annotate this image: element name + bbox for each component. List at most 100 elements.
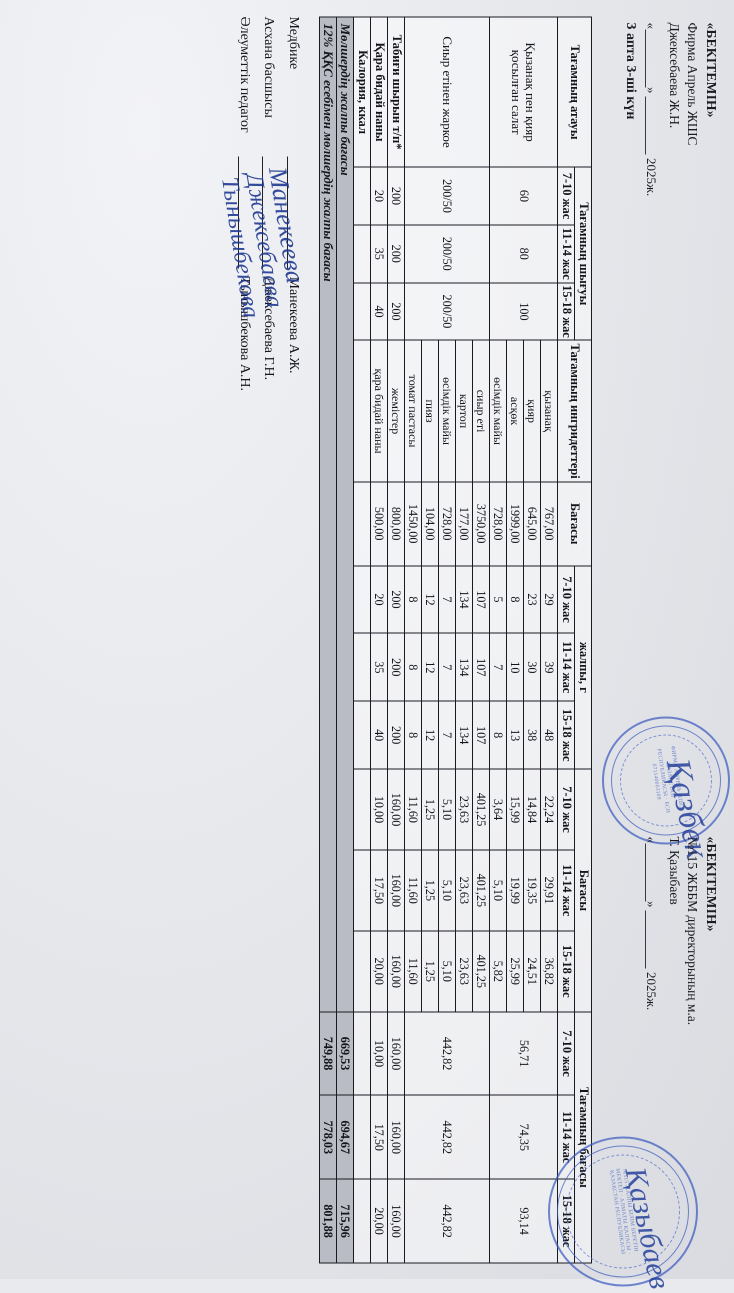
ingredient-name: өсімдік майы [438,339,456,482]
ingredient-unit-price: 1999,00 [506,481,524,566]
ingredient-weight-7-10: 5 [489,565,507,633]
ingredient-name: қызанақ [540,339,558,482]
ingredient-price-15-18: 25,99 [506,930,524,1012]
ingredient-price-11-14: 11,60 [404,849,422,931]
ingredient-unit-price: 104,00 [421,481,439,566]
th-out-11-14: 11-14 жас [557,224,575,283]
extra-output-11-14: 200 [387,224,405,283]
calorie-row-cell [353,481,371,566]
th-out-15-18: 15-18 жас [557,282,575,340]
ingredient-price-7-10: 11,60 [404,768,422,850]
extra-total-7-10: 10,00 [370,1011,388,1095]
summary-total-7-10: 669,53 [336,1011,354,1095]
week-day-label: 3 апта 3-ші күн [623,22,639,119]
extra-row-label: Табиғи шырын т/п* [387,16,405,167]
ingredient-price-11-14: 5,10 [489,849,507,931]
footer-row-nurse: Медбике Манекеева А.Ж. [281,16,306,1263]
footer-name-canteen-head: Джексебаева Г.Н. [261,276,277,380]
extra-total-15-18: 20,00 [370,1178,388,1263]
ingredient-weight-15-18: 134 [455,700,473,769]
extra-total-11-14: 17,50 [370,1094,388,1179]
ingredient-price-11-14: 19,99 [506,849,524,931]
date-year-left: 2025ж. [644,157,660,196]
ingredient-unit-price: 3750,00 [472,481,490,566]
signature-footer: Манекеева Джексебаева Тынышбекова Медбик… [216,16,310,1263]
ingredient-name: сиыр еті [472,339,490,482]
ingredient-weight-7-10: 7 [438,565,456,633]
footer-signature-line-3 [238,156,252,268]
calorie-row-cell [353,224,371,283]
table-row: Табиғи шырын т/п* 200 200 200 жемістер 800,00… [387,16,405,1263]
summary-total-11-14: 694,67 [336,1094,354,1179]
table-row: Қара бидай наны 20 35 40 қара бидай наны 500,… [370,16,388,1263]
summary-total-15-18: 801,88 [319,1178,337,1263]
th-dish-price: Тағамның бағасы [574,1011,592,1263]
footer-role-nurse: Медбике [286,16,301,69]
ingredient-unit-price: 177,00 [455,481,473,566]
calorie-row-cell [353,632,371,701]
table-row: Қызанақ пен қияр қосылған салат 60 80 100 қы… [489,16,558,1263]
extra-weight-7-10: 20 [370,565,388,633]
ingredient-name: өсімдік майы [489,339,507,482]
company-director-name: Джексебаева Ж.Н. [666,22,682,128]
th-p-7-10: 7-10 жас [557,768,575,850]
dish-total-15-18: 93,14 [489,1178,558,1263]
table-row: Сиыр етінен жаркое 200/50 200/50 200/50 сиыр… [404,16,490,1263]
date-line-left: «» 2025ж. [644,22,660,196]
ingredient-weight-11-14: 7 [438,632,456,701]
date-month-blank-right [645,910,659,969]
th-p-15-18: 15-18 жас [557,930,575,1012]
extra-price-15-18: 20,00 [370,930,388,1012]
ingredient-weight-15-18: 38 [523,700,541,769]
extra-output-15-18: 200 [387,282,405,340]
ingredient-weight-15-18: 8 [404,700,422,769]
table-header-row-1: Тағамның атауы Тағамның шығуы Тағамның и… [557,16,592,1263]
th-dish-output: Тағамның шығуы [574,166,592,340]
th-t-11-14: 11-14 жас [557,1094,575,1179]
summary-row-label: 12% ҚҚС есебімен мөлшердің жалпы бағасы [319,16,337,1012]
extra-output-7-10: 200 [387,166,405,225]
header-right-block: «БЕКІТЕМІН» №115 ЖББМ директорының м.а. … [642,836,720,1166]
footer-name-nurse: Манекеева А.Ж. [286,276,301,374]
th-w-15-18: 15-18 жас [557,700,575,769]
th-out-7-10: 7-10 жас [557,166,575,225]
summary-total-15-18: 715,96 [336,1178,354,1263]
table-header-row-2: 7-10 жас 11-14 жас 15-18 жас 7-10 жас 11… [557,17,575,1263]
th-t-15-18: 15-18 жас [557,1178,575,1263]
ingredient-price-11-14: 1,25 [421,849,439,931]
dish-output-11-14: 200/50 [404,224,490,283]
ingredient-weight-15-18: 7 [438,700,456,769]
dish-total-11-14: 74,35 [489,1094,558,1179]
summary-row: 12% ҚҚС есебімен мөлшердің жалпы бағасы 7… [319,16,337,1263]
extra-price-11-14: 160,00 [387,849,405,931]
footer-signature-line-2 [262,156,277,268]
ingredient-price-15-18: 401,25 [472,930,490,1012]
ingredient-price-7-10: 22,24 [540,768,558,850]
calorie-row-cell [353,565,371,633]
school-director-title: №115 ЖББМ директорының м.а. [685,836,701,1025]
ingredient-price-15-18: 36,82 [540,930,558,1012]
dish-total-11-14: 442,82 [404,1094,490,1179]
ingredient-weight-7-10: 107 [472,565,490,633]
ingredient-unit-price: 728,00 [489,481,507,566]
extra-price-11-14: 17,50 [370,849,388,931]
ingredient-price-11-14: 23,63 [455,849,473,931]
th-w-7-10: 7-10 жас [557,565,575,633]
th-price: Бағасы [557,481,592,566]
dish-total-7-10: 442,82 [404,1011,490,1095]
dish-output-15-18: 100 [489,282,558,340]
ingredient-weight-7-10: 23 [523,565,541,633]
calorie-row-cell [353,768,371,850]
summary-row: Мөлшердің жалпы бағасы 669,53 694,67 715,96 [336,16,354,1263]
ingredient-price-11-14: 19,35 [523,849,541,931]
ingredient-weight-11-14: 30 [523,632,541,701]
dish-output-7-10: 200/50 [404,166,490,225]
summary-total-7-10: 749,88 [319,1011,337,1095]
ingredient-price-7-10: 5,10 [438,768,456,850]
ingredient-weight-11-14: 10 [506,632,524,701]
th-t-7-10: 7-10 жас [557,1011,575,1095]
footer-signature-line-1 [287,156,301,268]
